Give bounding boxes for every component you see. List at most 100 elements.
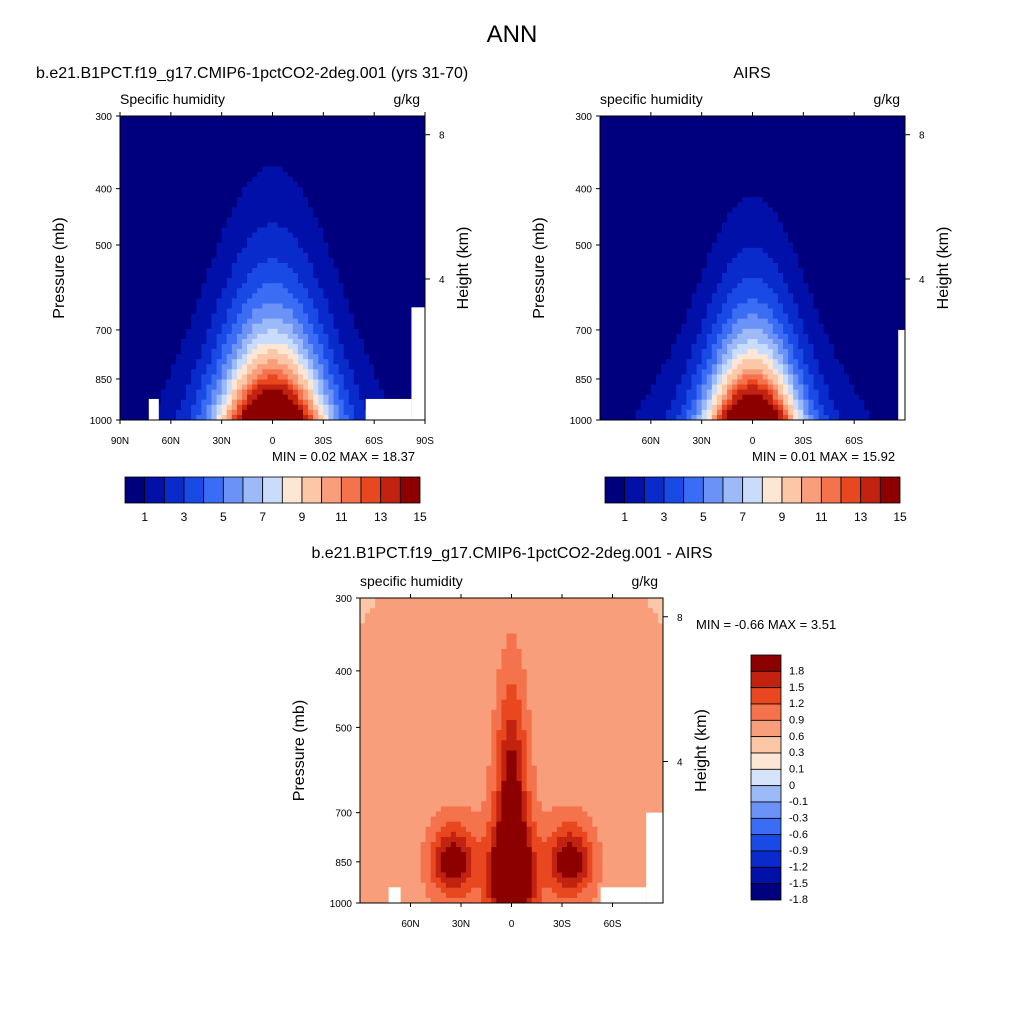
y-tick-label: 700	[95, 326, 112, 337]
colorbar-swatch	[761, 476, 783, 504]
height-tick-label: 4	[439, 275, 445, 286]
y-tick-label: 850	[95, 375, 112, 386]
colorbar-label: 9	[299, 510, 306, 524]
colorbar-swatch	[183, 476, 205, 504]
panel-title: b.e21.B1PCT.f19_g17.CMIP6-1pctCO2-2deg.0…	[36, 65, 468, 82]
contour-fill	[120, 116, 426, 421]
colorbar-swatch	[124, 476, 146, 504]
y-tick-label: 1000	[570, 416, 593, 427]
panel-model: b.e21.B1PCT.f19_g17.CMIP6-1pctCO2-2deg.0…	[36, 65, 472, 524]
colorbar-label: 5	[700, 510, 707, 524]
contour-fill	[600, 116, 906, 421]
colorbar-swatch	[340, 476, 362, 504]
colorbar-label: 9	[779, 510, 786, 524]
colorbar-swatch	[750, 752, 782, 770]
right-axis-label: Height (km)	[935, 227, 952, 310]
colorbar-swatch	[321, 476, 342, 504]
colorbar-label: 0	[789, 780, 795, 792]
colorbar-swatch	[750, 719, 782, 738]
x-tick-label: 90N	[111, 436, 129, 447]
x-tick-label: 0	[750, 436, 756, 447]
colorbar-label: 15	[893, 510, 907, 524]
x-tick-label: 60S	[365, 436, 383, 447]
colorbar-label: -1.8	[789, 894, 808, 906]
colorbar-label: 5	[220, 510, 227, 524]
x-tick-label: 30N	[212, 436, 230, 447]
colorbar-label: 0.3	[789, 747, 804, 759]
panel-title: AIRS	[733, 65, 770, 82]
y-tick-label: 500	[95, 241, 112, 252]
colorbar-label: -0.6	[789, 829, 808, 841]
colorbar-label: 11	[335, 510, 348, 524]
colorbar-label: 3	[181, 510, 188, 524]
colorbar-swatch	[380, 476, 401, 504]
colorbar-label: 7	[739, 510, 746, 524]
min-max-stats: MIN = 0.02 MAX = 18.37	[272, 449, 415, 464]
colorbar-swatch	[750, 687, 782, 705]
y-tick-label: 300	[95, 112, 112, 123]
colorbar-label: 0.9	[789, 715, 804, 727]
x-tick-label: 60S	[604, 919, 622, 930]
colorbar-swatch	[702, 476, 724, 504]
colorbar-swatch	[163, 476, 185, 504]
y-tick-label: 850	[335, 858, 352, 869]
colorbar-swatch	[643, 476, 665, 504]
colorbar-swatch	[663, 476, 685, 504]
x-tick-label: 90S	[416, 436, 434, 447]
y-axis-label: Pressure (mb)	[291, 700, 308, 801]
y-tick-label: 400	[575, 185, 592, 196]
height-tick-label: 4	[919, 275, 925, 286]
colorbar-swatch	[801, 476, 822, 504]
colorbar-label: 11	[815, 510, 828, 524]
colorbar: 1 3 5 7 9 11 13 15	[124, 476, 427, 524]
colorbar-label: 1.2	[789, 698, 804, 710]
colorbar-swatch	[222, 476, 244, 504]
colorbar-label: 13	[374, 510, 388, 524]
colorbar-label: 7	[259, 510, 266, 524]
y-tick-label: 700	[335, 809, 352, 820]
colorbar-swatch	[624, 476, 645, 504]
colorbar-label: 0.1	[789, 764, 804, 776]
colorbar-swatch	[683, 476, 704, 504]
colorbar-swatch	[301, 476, 323, 504]
colorbar-swatch	[203, 476, 224, 504]
x-tick-label: 30N	[692, 436, 710, 447]
panel-title: b.e21.B1PCT.f19_g17.CMIP6-1pctCO2-2deg.0…	[311, 545, 712, 562]
colorbar-swatch	[750, 670, 782, 689]
units-label: g/kg	[874, 91, 900, 107]
colorbar-swatch	[242, 476, 264, 504]
units-label: g/kg	[632, 573, 658, 589]
x-tick-label: 60N	[162, 436, 180, 447]
colorbar-swatch	[750, 834, 782, 852]
panel-diff: b.e21.B1PCT.f19_g17.CMIP6-1pctCO2-2deg.0…	[291, 545, 836, 930]
colorbar-swatch	[750, 654, 782, 672]
colorbar-swatch	[262, 476, 283, 504]
colorbar-swatch	[750, 883, 782, 901]
colorbar-swatch	[750, 768, 782, 787]
colorbar-swatch	[750, 785, 782, 803]
colorbar-swatch	[281, 476, 303, 504]
variable-label: Specific humidity	[120, 91, 225, 107]
contour-fill	[360, 598, 664, 904]
height-tick-label: 4	[677, 758, 683, 769]
colorbar-swatch	[144, 476, 165, 504]
colorbar-swatch	[879, 476, 901, 504]
y-tick-label: 400	[95, 185, 112, 196]
colorbar-swatch	[742, 476, 763, 504]
x-tick-label: 60N	[642, 436, 660, 447]
height-tick-label: 8	[919, 131, 925, 142]
y-tick-label: 300	[335, 594, 352, 605]
variable-label: specific humidity	[360, 573, 463, 589]
x-tick-label: 30S	[314, 436, 332, 447]
colorbar: 1.8 1.5 1.2 0.9 0.6 0.3 0.1 0 -0.1 -0.3 -0.6 -0.9 -1…	[750, 654, 808, 906]
colorbar-label: 1.5	[789, 682, 804, 694]
right-axis-label: Height (km)	[693, 709, 710, 792]
x-tick-label: 60S	[845, 436, 863, 447]
height-tick-label: 8	[677, 613, 683, 624]
colorbar-label: 13	[854, 510, 868, 524]
missing-data-mask	[898, 329, 905, 420]
x-tick-label: 0	[509, 919, 515, 930]
colorbar-swatch	[750, 817, 782, 836]
x-tick-label: 30S	[794, 436, 812, 447]
